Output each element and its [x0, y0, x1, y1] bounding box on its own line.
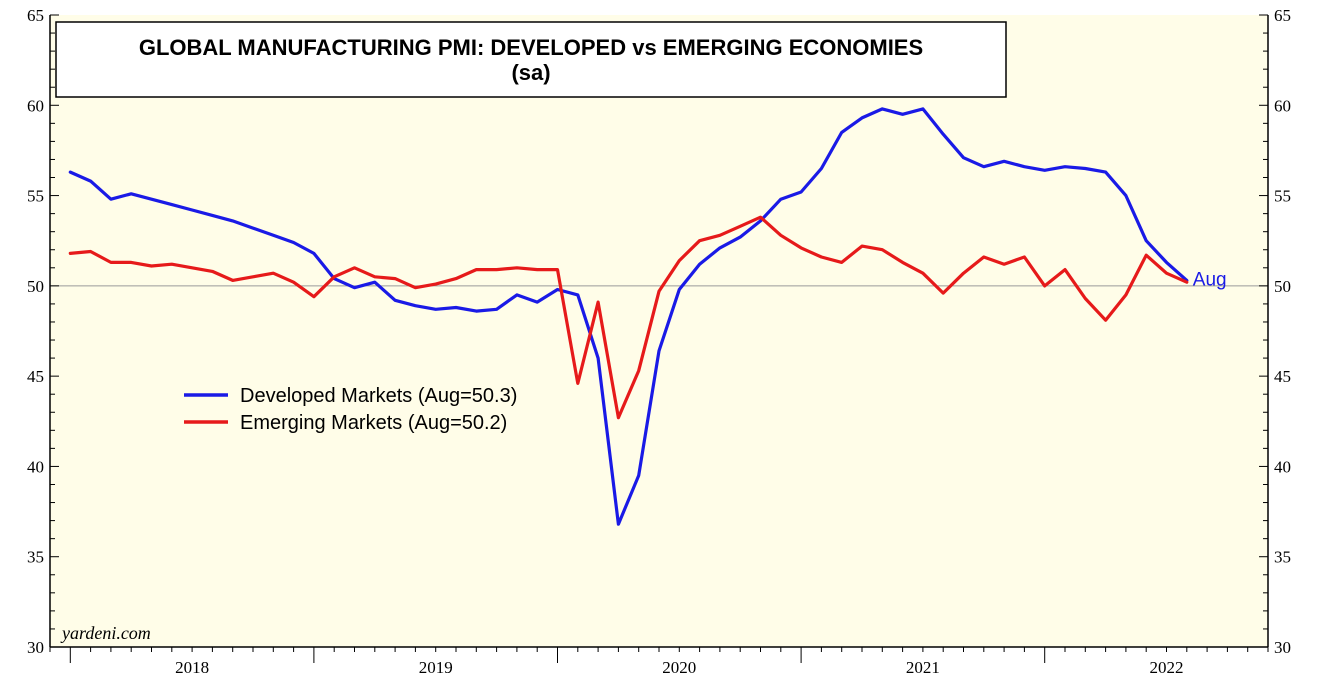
axis-layer: 30 30 35 35 40 40 45 45 50 50 55 55 60 60 65 65 2018 2019…	[27, 6, 1291, 677]
y-tick-label-left: 40	[27, 457, 44, 476]
y-tick-label-right: 45	[1274, 367, 1291, 386]
x-tick-label: 2018	[175, 658, 209, 677]
series-line-emerging	[68, 215, 1189, 420]
y-tick-label-right: 50	[1274, 277, 1291, 296]
y-tick-label-left: 55	[27, 187, 44, 206]
x-tick-label: 2021	[906, 658, 940, 677]
x-tick-label: 2022	[1150, 658, 1184, 677]
y-tick-label-left: 50	[27, 277, 44, 296]
x-tick-label: 2019	[419, 658, 453, 677]
y-tick-label-right: 30	[1274, 638, 1291, 657]
y-tick-label-right: 40	[1274, 457, 1291, 476]
y-tick-label-left: 30	[27, 638, 44, 657]
y-tick-label-right: 35	[1274, 548, 1291, 567]
end-point-label: Aug	[1193, 269, 1227, 290]
y-tick-label-left: 35	[27, 548, 44, 567]
chart-subtitle: (sa)	[511, 60, 550, 85]
y-tick-label-right: 60	[1274, 96, 1291, 115]
series-line-developed	[68, 107, 1189, 526]
legend-label-developed: Developed Markets (Aug=50.3)	[240, 385, 517, 407]
y-tick-label-left: 45	[27, 367, 44, 386]
legend-label-emerging: Emerging Markets (Aug=50.2)	[240, 412, 507, 434]
y-tick-label-left: 60	[27, 96, 44, 115]
source-label: yardeni.com	[60, 623, 151, 643]
chart-title: GLOBAL MANUFACTURING PMI: DEVELOPED vs E…	[139, 35, 923, 60]
plot-background-layer	[50, 15, 1268, 647]
plot-area	[50, 15, 1268, 647]
legend: Developed Markets (Aug=50.3) Emerging Ma…	[184, 385, 517, 434]
series-layer	[68, 107, 1189, 526]
y-tick-label-left: 65	[27, 6, 44, 25]
y-tick-label-right: 55	[1274, 187, 1291, 206]
y-tick-label-right: 65	[1274, 6, 1291, 25]
title-box	[55, 21, 1007, 98]
x-tick-label: 2020	[662, 658, 696, 677]
